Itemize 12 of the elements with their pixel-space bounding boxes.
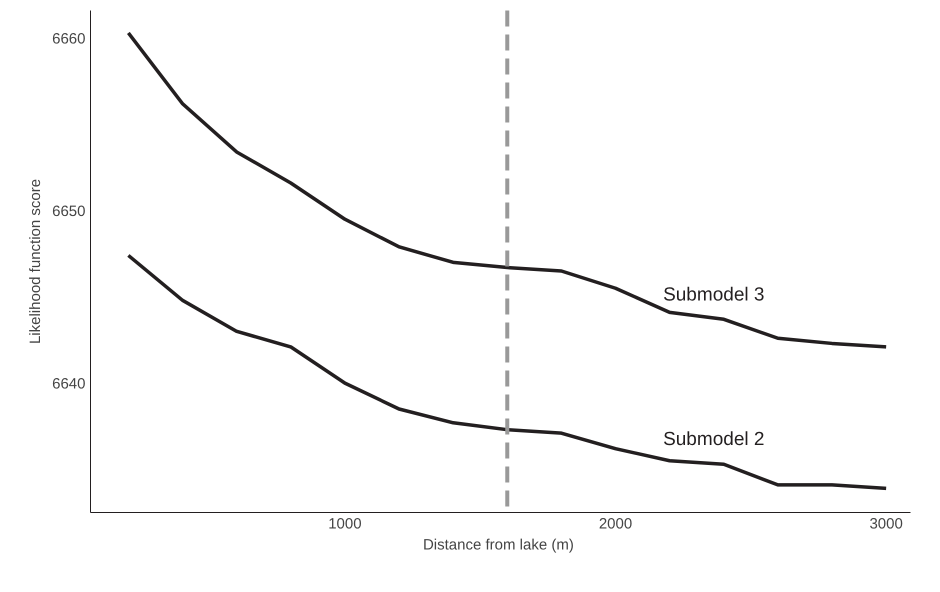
y-tick-label: 6650	[52, 203, 86, 220]
x-tick-label: 1000	[328, 516, 362, 532]
x-axis-title: Distance from lake (m)	[422, 536, 574, 554]
x-tick-label: 3000	[869, 516, 903, 532]
y-tick-label: 6640	[52, 376, 86, 393]
x-tick-label: 2000	[598, 516, 632, 532]
y-axis-title: Likelihood function score	[27, 178, 44, 344]
line-series	[126, 31, 888, 349]
series-label: Submodel 3	[663, 284, 764, 306]
y-tick-label: 6660	[52, 30, 86, 48]
line-series	[126, 254, 888, 490]
series-label: Submodel 2	[663, 429, 764, 450]
